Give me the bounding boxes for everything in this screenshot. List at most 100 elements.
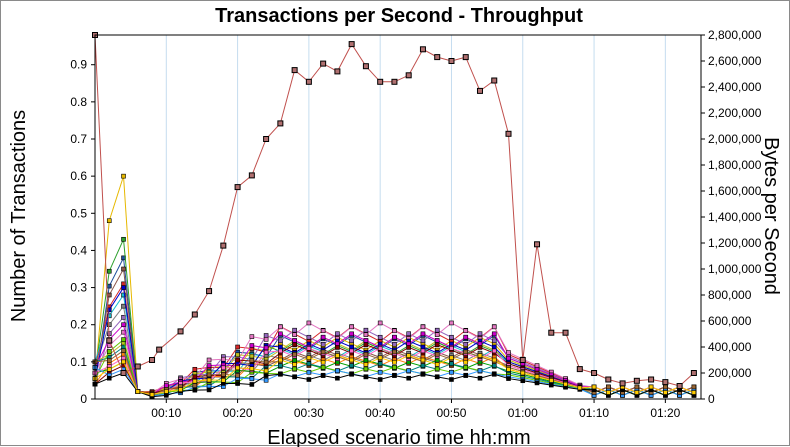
- transaction-point: [163, 383, 169, 388]
- transaction-point: [363, 374, 369, 380]
- transaction-point: [563, 381, 568, 387]
- transaction-point: [121, 337, 126, 342]
- transaction-point: [320, 342, 326, 347]
- bytes-point: [120, 370, 127, 376]
- transaction-point: [221, 356, 226, 362]
- transaction-point: [634, 384, 640, 390]
- transaction-point: [106, 268, 112, 274]
- x-tick-label: 00:20: [223, 406, 253, 420]
- transaction-point: [363, 338, 369, 343]
- transaction-point: [235, 352, 240, 358]
- transaction-point: [449, 320, 454, 326]
- transaction-point: [106, 218, 112, 224]
- transaction-point: [121, 322, 126, 328]
- transaction-point: [292, 362, 297, 367]
- transaction-point: [278, 357, 283, 363]
- bytes-point: [234, 184, 241, 191]
- transaction-point: [320, 359, 326, 365]
- bytes-point: [605, 376, 612, 383]
- transaction-point: [249, 382, 255, 387]
- transaction-point: [534, 374, 540, 380]
- transaction-point: [463, 364, 469, 370]
- transaction-point: [278, 331, 283, 337]
- transaction-point: [249, 376, 255, 382]
- transaction-point: [534, 366, 540, 372]
- transaction-point: [278, 344, 283, 350]
- transaction-point: [121, 236, 126, 242]
- bytes-point: [106, 337, 113, 344]
- transaction-point: [520, 370, 526, 376]
- transaction-point: [263, 337, 269, 342]
- transaction-point: [377, 320, 383, 326]
- transaction-point: [434, 327, 440, 333]
- transaction-point: [278, 348, 283, 354]
- bytes-point: [149, 357, 156, 363]
- transaction-point: [335, 368, 340, 374]
- transaction-point: [306, 345, 312, 351]
- chart-title: Transactions per Second - Throughput: [215, 5, 583, 27]
- transaction-point: [292, 342, 297, 347]
- transaction-point: [477, 368, 483, 374]
- transaction-point: [292, 327, 297, 333]
- transaction-point: [691, 390, 697, 395]
- transaction-point: [235, 373, 240, 378]
- transaction-point: [463, 359, 469, 365]
- transaction-point: [106, 366, 112, 372]
- transaction-point: [178, 387, 183, 392]
- x-axis-title: Elapsed scenario time hh:mm: [267, 427, 530, 447]
- transaction-point: [491, 357, 497, 363]
- transaction-point: [349, 348, 354, 354]
- left-tick-label: 0.7: [70, 132, 87, 146]
- transaction-point: [434, 357, 440, 363]
- transaction-point: [434, 374, 440, 380]
- right-axis-title: Bytes per Second: [760, 137, 782, 295]
- right-tick-label: 200,000: [708, 366, 752, 380]
- transaction-point: [306, 361, 312, 367]
- transaction-point: [406, 375, 411, 381]
- transaction-point: [377, 377, 383, 382]
- transaction-point: [606, 390, 611, 395]
- transaction-point: [221, 365, 226, 371]
- bytes-point: [377, 78, 384, 85]
- transaction-point: [249, 334, 255, 339]
- left-tick-label: 0.2: [70, 318, 87, 332]
- transaction-point: [434, 362, 440, 367]
- transaction-point: [548, 378, 554, 383]
- right-tick-label: 1,400,000: [708, 210, 762, 224]
- transaction-point: [663, 390, 668, 395]
- bytes-point: [434, 54, 441, 61]
- transaction-point: [192, 374, 198, 380]
- transaction-point: [491, 371, 497, 377]
- transaction-point: [235, 381, 240, 386]
- transaction-point: [506, 376, 511, 381]
- bytes-point: [519, 357, 526, 363]
- transaction-point: [235, 357, 240, 363]
- left-tick-label: 0: [80, 392, 87, 406]
- right-tick-label: 2,600,000: [708, 54, 762, 68]
- bytes-point: [591, 370, 598, 376]
- transaction-point: [534, 363, 540, 368]
- transaction-point: [349, 331, 354, 337]
- transaction-point: [406, 345, 411, 350]
- transaction-point: [306, 334, 312, 340]
- bytes-point: [291, 67, 298, 74]
- transaction-point: [121, 285, 126, 290]
- left-tick-label: 0.1: [70, 355, 87, 369]
- transaction-point: [163, 389, 169, 394]
- transaction-point: [192, 366, 198, 372]
- x-tick-label: 01:10: [579, 406, 609, 420]
- transaction-point: [363, 357, 369, 363]
- transaction-point: [106, 322, 112, 328]
- transaction-point: [292, 332, 297, 337]
- transaction-point: [349, 371, 354, 377]
- bytes-point: [576, 366, 583, 373]
- left-tick-label: 0.3: [70, 281, 87, 295]
- transaction-point: [449, 377, 454, 382]
- transaction-point: [406, 368, 411, 374]
- transaction-point: [463, 334, 469, 340]
- transaction-point: [292, 357, 297, 363]
- transaction-point: [349, 324, 354, 330]
- bytes-point: [662, 379, 669, 386]
- right-axis-ticks: 0 200,000 400,000 600,000 800,000 1,000,000 1,…: [701, 28, 762, 406]
